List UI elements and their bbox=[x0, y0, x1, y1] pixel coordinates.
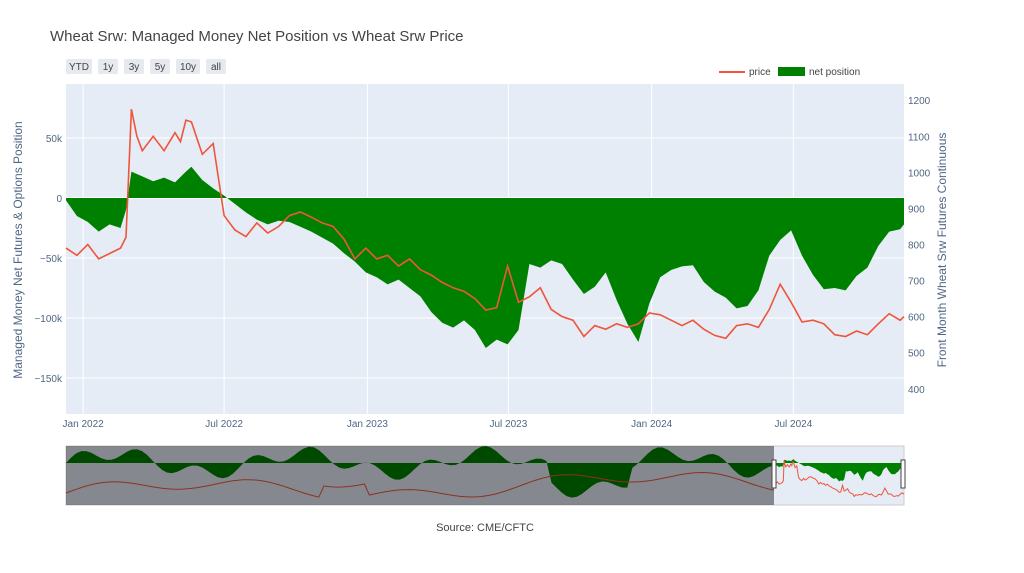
legend: price net position bbox=[719, 67, 860, 78]
y-left-tick-label: −100k bbox=[34, 314, 63, 325]
range-button-label: 10y bbox=[180, 62, 196, 73]
legend-net-position-label: net position bbox=[809, 67, 860, 78]
y-right-tick-label: 1000 bbox=[908, 168, 931, 179]
range-slider[interactable] bbox=[65, 445, 906, 506]
y-axis-right-title: Front Month Wheat Srw Futures Continuous bbox=[935, 133, 949, 368]
x-tick-label: Jan 2024 bbox=[631, 419, 673, 430]
range-slider-net-area bbox=[774, 459, 904, 482]
range-button-all[interactable]: all bbox=[206, 59, 226, 74]
range-button-label: 1y bbox=[103, 62, 114, 73]
main-series-layer bbox=[65, 109, 905, 348]
range-slider-handle-right[interactable] bbox=[900, 459, 906, 489]
x-tick-label: Jul 2024 bbox=[775, 419, 813, 430]
price-line bbox=[65, 109, 905, 340]
legend-price-label: price bbox=[749, 67, 771, 78]
range-button-5y[interactable]: 5y bbox=[150, 59, 170, 74]
chart-title: Wheat Srw: Managed Money Net Position vs… bbox=[50, 28, 464, 45]
range-button-label: all bbox=[211, 62, 221, 73]
net-position-area bbox=[66, 166, 904, 348]
range-slider-history-price bbox=[65, 471, 775, 498]
y-right-tick-label: 900 bbox=[908, 204, 925, 215]
range-button-3y[interactable]: 3y bbox=[124, 59, 144, 74]
source-note: Source: CME/CFTC bbox=[436, 522, 534, 534]
x-tick-label: Jan 2023 bbox=[347, 419, 389, 430]
x-axis: Jan 2022 Jul 2022 Jan 2023 Jul 2023 Jan 2024… bbox=[63, 419, 813, 430]
x-tick-label: Jul 2023 bbox=[489, 419, 527, 430]
range-button-10y[interactable]: 10y bbox=[176, 59, 200, 74]
y-right-tick-label: 500 bbox=[908, 349, 925, 360]
y-right-tick-label: 1200 bbox=[908, 96, 931, 107]
y-left-tick-label: −50k bbox=[40, 254, 63, 265]
x-tick-label: Jul 2022 bbox=[205, 419, 243, 430]
range-slider-handle-left[interactable] bbox=[771, 459, 777, 489]
range-button-bg bbox=[176, 59, 200, 74]
range-button-label: 5y bbox=[155, 62, 166, 73]
x-tick-label: Jan 2022 bbox=[63, 419, 105, 430]
range-selector: YTD 1y 3y 5y 10y all bbox=[66, 59, 226, 74]
range-button-bg bbox=[124, 59, 144, 74]
legend-net-position-swatch bbox=[778, 67, 805, 76]
y-right-tick-label: 400 bbox=[908, 385, 925, 396]
y-right-tick-label: 600 bbox=[908, 313, 925, 324]
range-button-bg bbox=[66, 59, 92, 74]
range-slider-price-line bbox=[773, 460, 905, 498]
y-axis-left-title: Managed Money Net Futures & Options Posi… bbox=[11, 121, 25, 378]
range-slider-mask bbox=[66, 446, 774, 505]
range-button-bg bbox=[150, 59, 170, 74]
y-right-tick-label: 800 bbox=[908, 240, 925, 251]
range-button-1y[interactable]: 1y bbox=[98, 59, 118, 74]
range-button-ytd[interactable]: YTD bbox=[66, 59, 92, 74]
range-button-label: YTD bbox=[69, 62, 89, 73]
y-axis-right: 400 500 600 700 800 900 1000 1100 1200 bbox=[908, 96, 931, 396]
y-left-tick-label: 0 bbox=[56, 194, 62, 205]
y-left-tick-label: 50k bbox=[46, 134, 63, 145]
y-right-tick-label: 1100 bbox=[908, 132, 930, 143]
y-right-tick-label: 700 bbox=[908, 277, 925, 288]
y-axis-left: 50k 0 −50k −100k −150k bbox=[34, 134, 63, 385]
range-button-bg bbox=[98, 59, 118, 74]
range-button-bg bbox=[206, 59, 226, 74]
range-button-label: 3y bbox=[129, 62, 140, 73]
range-slider-history bbox=[65, 446, 775, 498]
range-slider-history-net bbox=[66, 446, 774, 498]
y-left-tick-label: −150k bbox=[34, 374, 63, 385]
